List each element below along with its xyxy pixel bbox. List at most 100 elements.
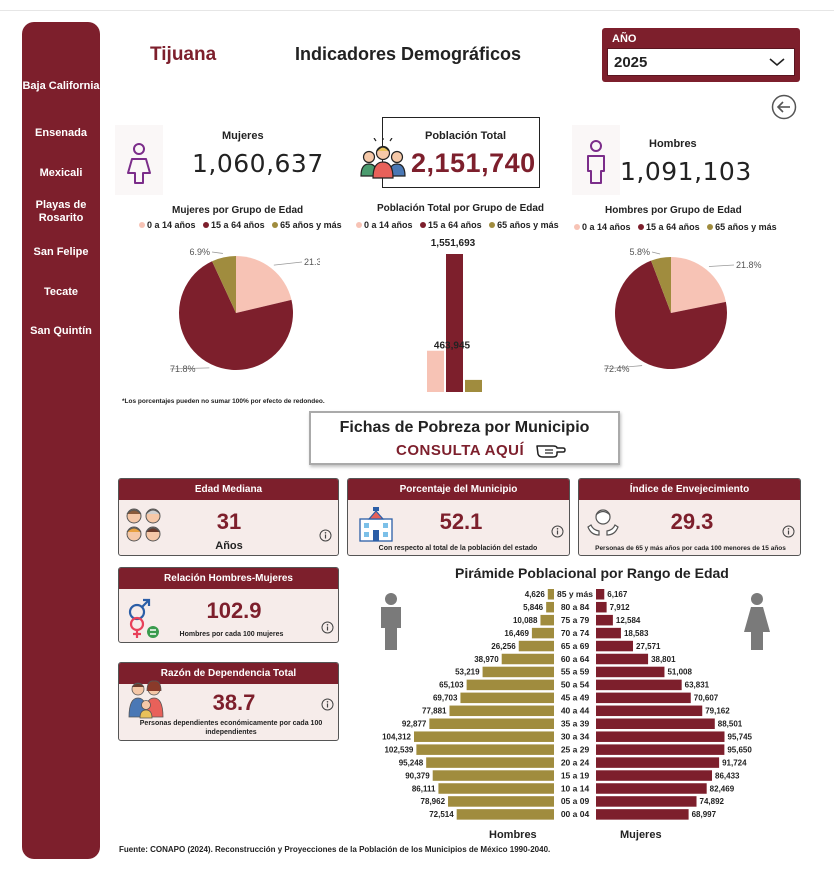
pie-label-0: 21.8% bbox=[736, 260, 762, 270]
pyramid-age-label-5: 60 a 64 bbox=[561, 654, 590, 664]
pyramid-bar-women-11 bbox=[596, 731, 725, 742]
aging-index-value: 29.3 bbox=[670, 509, 714, 534]
legend-dot-65 bbox=[707, 224, 714, 230]
median-age-unit: Años bbox=[215, 540, 243, 552]
pyramid-label-men-17: 72,514 bbox=[429, 810, 454, 819]
legend-dot-15-64 bbox=[420, 222, 427, 228]
pyramid-bar-women-0 bbox=[596, 589, 605, 600]
pyramid-label-women-1: 7,912 bbox=[610, 603, 631, 612]
sidebar-item-baja-california[interactable]: Baja California bbox=[22, 80, 100, 92]
pyramid-label-women-16: 74,892 bbox=[700, 797, 725, 806]
pyramid-bar-women-3 bbox=[596, 627, 621, 639]
people-group-icon bbox=[360, 138, 406, 179]
pyramid-label-women-5: 38,801 bbox=[651, 655, 676, 664]
pie-slice-0 bbox=[236, 256, 292, 313]
total-chart-title: Población Total por Grupo de Edad bbox=[377, 203, 545, 214]
pyramid-bar-women-9 bbox=[596, 705, 703, 717]
info-icon[interactable] bbox=[782, 525, 795, 538]
pyramid-bar-men-9 bbox=[449, 705, 554, 717]
pyramid-bar-men-14 bbox=[432, 770, 554, 781]
pyramid-age-label-1: 80 a 84 bbox=[561, 602, 590, 612]
city-title: Tijuana bbox=[150, 44, 217, 65]
pyramid-bar-women-15 bbox=[596, 783, 707, 794]
pyramid-bar-men-4 bbox=[518, 640, 554, 652]
year-select-value: 2025 bbox=[614, 54, 648, 71]
pie-slice-1 bbox=[615, 260, 727, 369]
pyramid-label-men-9: 77,881 bbox=[422, 707, 447, 716]
sidebar-item-san-quintin[interactable]: San Quintín bbox=[30, 325, 92, 337]
sidebar-item-ensenada[interactable]: Ensenada bbox=[35, 127, 87, 139]
pyramid-bar-women-8 bbox=[596, 692, 691, 704]
bar-label-1: 1,551,693 bbox=[431, 238, 476, 249]
pyramid-women-label: Mujeres bbox=[620, 829, 662, 841]
pyramid-bar-women-7 bbox=[596, 679, 682, 691]
pyramid-bar-men-0 bbox=[547, 589, 554, 600]
legend-label-65: 65 años y más bbox=[497, 220, 559, 230]
pyramid-age-label-7: 50 a 54 bbox=[561, 680, 590, 690]
pyramid-label-men-14: 90,379 bbox=[405, 771, 430, 780]
pyramid-bar-men-5 bbox=[501, 653, 554, 665]
municipality-percentage-card: Porcentaje del Municipio 52.1 Con respec… bbox=[347, 478, 570, 556]
chevron-down-icon bbox=[769, 58, 785, 67]
source-note: Fuente: CONAPO (2024). Reconstrucción y … bbox=[119, 845, 551, 854]
woman-silhouette-icon bbox=[744, 593, 770, 650]
aging-index-card: Índice de Envejecimiento 29.3 Personas d… bbox=[578, 478, 801, 556]
pie-label-2: 6.9% bbox=[189, 247, 210, 257]
legend-dot-65 bbox=[272, 222, 279, 228]
pyramid-age-label-12: 25 a 29 bbox=[561, 744, 590, 754]
pyramid-label-men-16: 78,962 bbox=[421, 797, 446, 806]
women-chart-title: Mujeres por Grupo de Edad bbox=[172, 205, 304, 216]
pyramid-bar-women-10 bbox=[596, 718, 715, 729]
info-icon[interactable] bbox=[551, 525, 564, 538]
info-icon[interactable] bbox=[321, 698, 334, 711]
pyramid-age-label-0: 85 y más bbox=[557, 589, 593, 599]
info-icon[interactable] bbox=[321, 621, 334, 634]
pyramid-age-label-9: 40 a 44 bbox=[561, 706, 590, 716]
pie-leader-2 bbox=[651, 251, 661, 255]
pyramid-bar-men-17 bbox=[456, 809, 554, 820]
woman-icon bbox=[127, 143, 151, 184]
sex-ratio-value: 102.9 bbox=[206, 598, 262, 623]
bar-label-0: 463,945 bbox=[434, 341, 471, 352]
pie-leader-1 bbox=[169, 367, 210, 370]
pyramid-men-label: Hombres bbox=[489, 829, 537, 841]
pyramid-age-label-17: 00 a 04 bbox=[561, 809, 590, 819]
back-arrow-icon[interactable] bbox=[771, 94, 797, 120]
pyramid-bar-men-12 bbox=[416, 744, 554, 755]
pyramid-age-label-8: 45 a 49 bbox=[561, 693, 590, 703]
pyramid-bar-men-6 bbox=[482, 666, 554, 678]
pyramid-bar-men-16 bbox=[448, 796, 554, 807]
total-chart-legend: 0 a 14 años 15 a 64 años 65 años y más bbox=[356, 220, 559, 230]
median-age-value: 31 bbox=[216, 509, 242, 534]
pyramid-label-men-10: 92,877 bbox=[402, 720, 427, 729]
pyramid-label-women-3: 18,583 bbox=[624, 629, 649, 638]
pyramid-label-women-10: 88,501 bbox=[718, 720, 743, 729]
pyramid-label-women-7: 63,831 bbox=[685, 681, 710, 690]
sidebar-item-tecate[interactable]: Tecate bbox=[43, 286, 79, 298]
poverty-sheets-cta: CONSULTA AQUÍ bbox=[396, 442, 525, 459]
sidebar-item-san-felipe[interactable]: San Felipe bbox=[33, 246, 89, 258]
pyramid-bar-men-15 bbox=[438, 783, 554, 794]
pyramid-bar-men-7 bbox=[466, 679, 554, 691]
population-pyramid-chart: 4,626 85 y más 6,167 5,846 80 a 84 7,912 10,08… bbox=[382, 589, 753, 820]
women-pie-chart: 21.3% 71.8% 6.9% bbox=[169, 247, 320, 374]
sidebar-item-playas-de-rosarito[interactable]: Playas de Rosarito bbox=[35, 199, 87, 224]
pyramid-bar-men-1 bbox=[546, 601, 554, 613]
pie-label-1: 71.8% bbox=[170, 364, 196, 374]
women-label: Mujeres bbox=[222, 130, 264, 142]
man-icon bbox=[587, 140, 605, 184]
sidebar-item-mexicali[interactable]: Mexicali bbox=[39, 167, 83, 179]
pie-leader-0 bbox=[273, 261, 303, 266]
dependency-ratio-card: Razón de Dependencia Total 38.7 Personas… bbox=[118, 662, 339, 741]
pie-label-0: 21.3% bbox=[304, 257, 320, 267]
bar-2 bbox=[465, 379, 482, 392]
dependency-ratio-title: Razón de Dependencia Total bbox=[119, 663, 338, 684]
legend-label-0-14: 0 a 14 años bbox=[582, 222, 631, 232]
poverty-sheets-button[interactable]: Fichas de Pobreza por Municipio CONSULTA… bbox=[309, 411, 620, 465]
legend-label-0-14: 0 a 14 años bbox=[364, 220, 413, 230]
pyramid-age-label-13: 20 a 24 bbox=[561, 757, 590, 767]
year-select[interactable]: 2025 bbox=[607, 48, 795, 76]
pyramid-bar-women-4 bbox=[596, 640, 634, 652]
info-icon[interactable] bbox=[319, 529, 332, 542]
legend-dot-0-14 bbox=[574, 224, 580, 230]
